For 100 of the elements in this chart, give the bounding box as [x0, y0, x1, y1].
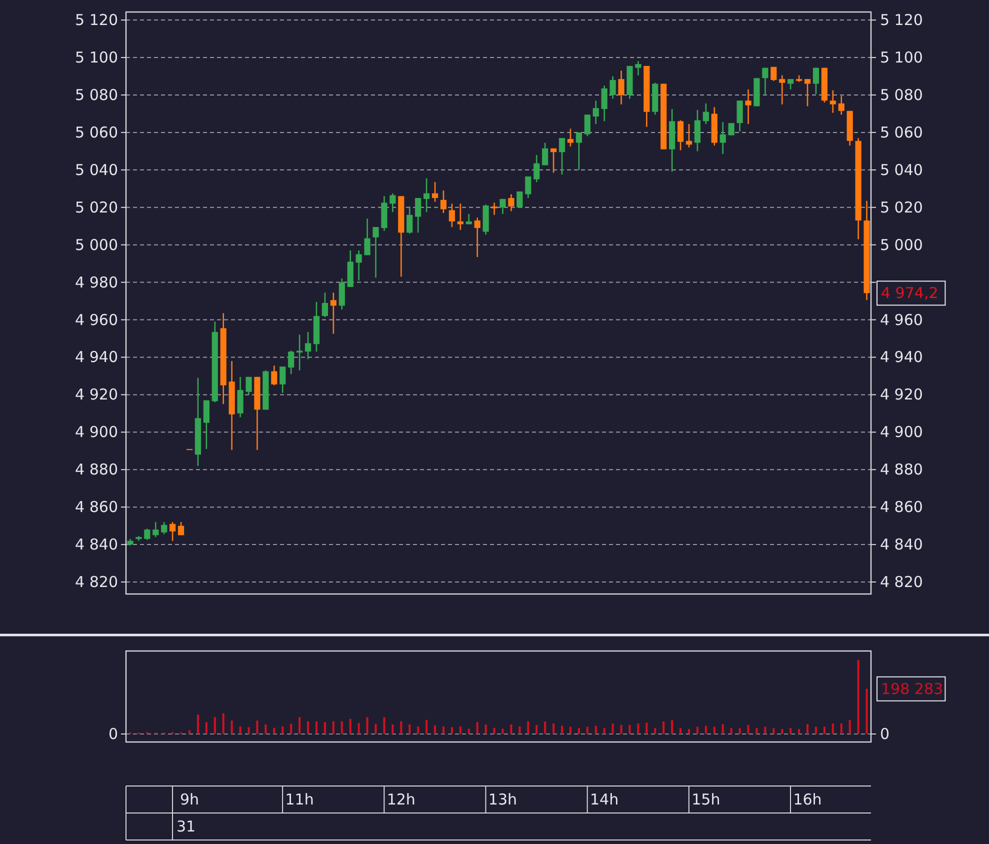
y2-tick-label: 4 860	[880, 498, 923, 516]
candlestick	[338, 278, 345, 310]
bar	[248, 727, 250, 734]
candlestick	[178, 521, 184, 536]
x-tick-label: 13h	[488, 790, 518, 808]
y2-tick-label: 4 940	[880, 348, 923, 366]
candlestick	[237, 376, 244, 418]
bar	[823, 726, 826, 734]
y2-tick-label: 4 900	[880, 423, 923, 442]
bar	[764, 726, 766, 734]
candlestick	[686, 123, 692, 148]
bar	[332, 721, 334, 734]
y-tick-label: 4 840	[75, 536, 118, 554]
candlestick	[601, 84, 608, 122]
y-tick-label: 4 920	[75, 386, 118, 404]
bar	[713, 726, 716, 734]
bar	[340, 721, 343, 734]
text: 31	[176, 818, 196, 836]
y2-tick-label: 4 960	[880, 310, 923, 329]
y-tick-label: 4 980	[75, 273, 118, 292]
bar	[594, 726, 597, 734]
bar	[620, 724, 622, 734]
candlestick	[322, 292, 328, 318]
y2-tick-label: 5 040	[880, 160, 923, 179]
x-tick-label: 11h	[285, 790, 314, 808]
candlestick	[144, 528, 150, 541]
candlestick	[500, 198, 506, 215]
bar	[374, 724, 377, 734]
y-tick-label: 4 880	[75, 460, 118, 479]
y2-tick-label: 4 920	[880, 386, 923, 404]
bar	[848, 720, 851, 734]
bar	[832, 723, 834, 734]
candlestick	[788, 78, 794, 90]
bar	[222, 713, 224, 734]
bar	[790, 728, 792, 734]
candlestick	[203, 400, 210, 450]
x-tick-label: 14h	[590, 790, 619, 808]
candlestick	[372, 226, 379, 278]
candlestick	[618, 70, 624, 105]
bar	[696, 726, 698, 734]
text: 4 974,2	[881, 284, 938, 302]
candlestick	[246, 376, 252, 396]
bar	[536, 724, 538, 734]
candlestick	[558, 137, 566, 176]
candlestick	[516, 190, 523, 208]
candlestick	[770, 66, 777, 82]
candlestick	[576, 132, 582, 171]
bar	[560, 726, 563, 734]
candlestick	[745, 88, 752, 125]
candlestick	[491, 202, 498, 216]
bar	[383, 717, 386, 734]
bar	[442, 726, 444, 734]
bar	[722, 724, 724, 734]
y-tick-label: 4 900	[75, 423, 118, 442]
bar	[426, 720, 428, 734]
text: 0	[108, 725, 118, 743]
candlestick	[567, 128, 574, 148]
bar	[578, 728, 580, 734]
y2-tick-label: 5 100	[880, 48, 923, 67]
candlestick	[584, 114, 590, 137]
candlestick	[550, 148, 557, 174]
bar	[459, 726, 462, 734]
y-tick-label: 5 020	[75, 198, 118, 216]
bar	[612, 723, 614, 734]
candlestick	[736, 100, 743, 132]
bar	[450, 727, 453, 734]
candlestick	[330, 292, 336, 334]
bar	[806, 724, 809, 734]
bar	[315, 721, 318, 734]
candlestick	[432, 181, 438, 202]
candlestick	[288, 350, 294, 375]
y2-tick-label: 5 020	[880, 198, 923, 216]
bar	[214, 717, 216, 734]
y-tick-label: 5 100	[75, 48, 118, 67]
bar	[747, 724, 750, 734]
bar	[544, 721, 546, 734]
bar	[680, 728, 682, 734]
y-tick-label: 4 940	[75, 348, 118, 366]
bar	[628, 724, 631, 734]
bar	[358, 723, 360, 734]
bar	[814, 726, 817, 734]
bar	[239, 726, 242, 734]
y-tick-label: 5 120	[75, 11, 118, 30]
candlestick	[592, 100, 599, 125]
y2-tick-label: 4 820	[880, 573, 923, 592]
y-tick-label: 5 000	[75, 236, 118, 254]
candlestick	[720, 121, 726, 155]
candlestick	[694, 109, 700, 152]
candlestick	[812, 67, 820, 95]
y2-tick-label: 5 120	[880, 11, 923, 30]
y2-tick-label: 4 840	[880, 536, 923, 554]
candlestick	[406, 206, 413, 234]
bar	[603, 728, 606, 734]
y-tick-label: 5 060	[75, 123, 118, 142]
bar	[772, 728, 775, 734]
candlestick	[779, 74, 786, 105]
candlestick	[304, 331, 312, 360]
bar	[857, 660, 860, 734]
x-tick-label: 12h	[386, 790, 416, 808]
candlestick	[390, 192, 396, 213]
